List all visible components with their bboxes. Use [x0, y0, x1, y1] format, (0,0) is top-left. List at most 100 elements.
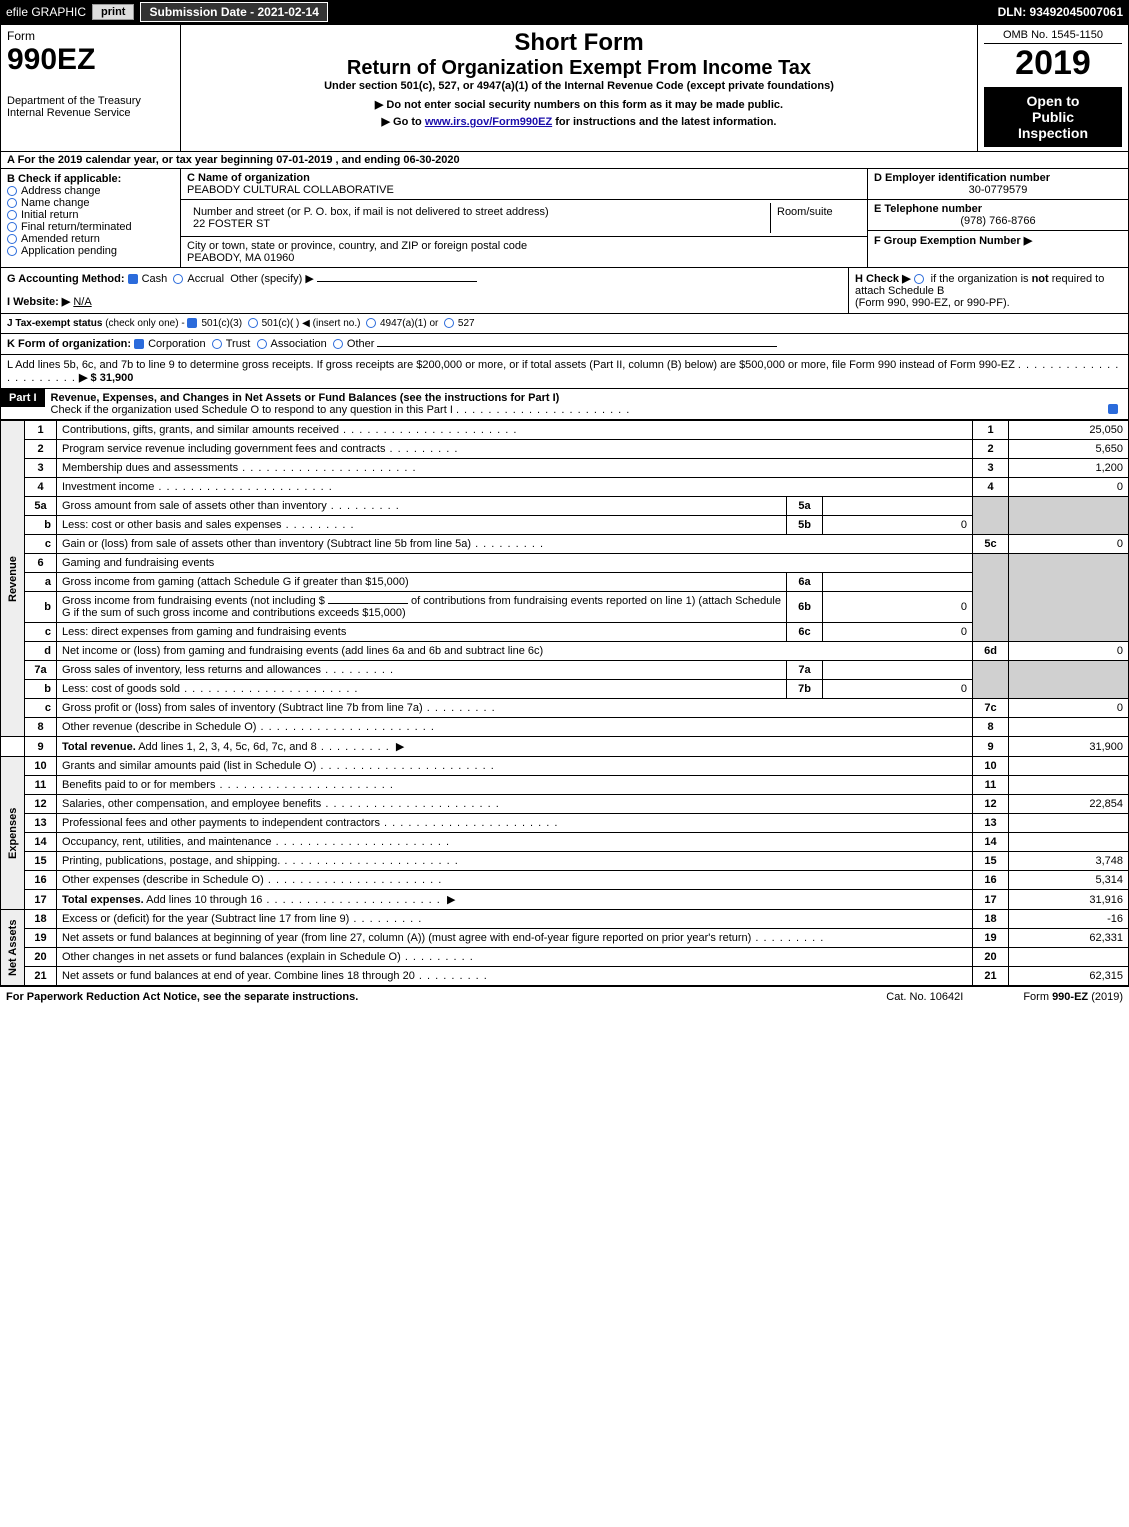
checkbox-schedule-o-part1[interactable]	[1108, 404, 1118, 414]
line-5a-desc: Gross amount from sale of assets other t…	[62, 500, 327, 512]
irs-label: Internal Revenue Service	[7, 107, 174, 119]
row-j-tax-exempt: J Tax-exempt status (check only one) - 5…	[0, 314, 1129, 334]
checkbox-trust[interactable]	[212, 339, 222, 349]
checkbox-amended-return[interactable]	[7, 234, 17, 244]
line-9-num: 9	[25, 737, 57, 757]
line-19-desc: Net assets or fund balances at beginning…	[62, 932, 751, 944]
city-label: City or town, state or province, country…	[187, 240, 861, 252]
checkbox-501c[interactable]	[248, 318, 258, 328]
row-h-schedule-b: H Check ▶ if the organization is not req…	[848, 268, 1128, 313]
line-21-num: 21	[25, 967, 57, 986]
line-11-value	[1009, 776, 1129, 795]
line-6d-num: d	[25, 642, 57, 661]
line-12-value: 22,854	[1009, 795, 1129, 814]
checkbox-corporation[interactable]	[134, 339, 144, 349]
l-amount: ▶ $ 31,900	[79, 372, 133, 384]
line-21-value: 62,315	[1009, 967, 1129, 986]
label-accrual: Accrual	[187, 273, 224, 285]
line-4-colnum: 4	[973, 478, 1009, 497]
line-7c-num: c	[25, 699, 57, 718]
line-2-colnum: 2	[973, 440, 1009, 459]
line-10-desc: Grants and similar amounts paid (list in…	[62, 760, 316, 772]
col-c-org-info: C Name of organization PEABODY CULTURAL …	[181, 169, 868, 267]
line-16-desc: Other expenses (describe in Schedule O)	[62, 874, 264, 886]
checkbox-final-return[interactable]	[7, 222, 17, 232]
checkbox-association[interactable]	[257, 339, 267, 349]
line-19-value: 62,331	[1009, 929, 1129, 948]
line-5c-value: 0	[1009, 535, 1129, 554]
print-button[interactable]: print	[92, 4, 134, 20]
line-13-desc: Professional fees and other payments to …	[62, 817, 380, 829]
label-501c3: 501(c)(3)	[201, 318, 242, 329]
line-14-colnum: 14	[973, 833, 1009, 852]
line-6-num: 6	[25, 554, 57, 573]
line-4-num: 4	[25, 478, 57, 497]
group-exemption-label: F Group Exemption Number ▶	[874, 234, 1122, 247]
form-word: Form	[7, 29, 174, 43]
irs-link[interactable]: www.irs.gov/Form990EZ	[425, 116, 552, 128]
label-final-return: Final return/terminated	[21, 221, 132, 233]
checkbox-cash[interactable]	[128, 274, 138, 284]
label-address-change: Address change	[21, 185, 101, 197]
checkbox-other-org[interactable]	[333, 339, 343, 349]
line-6d-colnum: 6d	[973, 642, 1009, 661]
line-13-colnum: 13	[973, 814, 1009, 833]
line-6a-desc: Gross income from gaming (attach Schedul…	[62, 576, 409, 588]
checkbox-name-change[interactable]	[7, 198, 17, 208]
city-value: PEABODY, MA 01960	[187, 252, 861, 264]
line-10-value	[1009, 757, 1129, 776]
line-20-num: 20	[25, 948, 57, 967]
line-11-num: 11	[25, 776, 57, 795]
j-label: J Tax-exempt status	[7, 318, 102, 329]
efile-label: efile GRAPHIC	[6, 5, 86, 19]
checkbox-501c3[interactable]	[187, 318, 197, 328]
tel-value: (978) 766-8766	[874, 215, 1122, 227]
line-5b-num: b	[25, 516, 57, 535]
line-7c-colnum: 7c	[973, 699, 1009, 718]
line-12-num: 12	[25, 795, 57, 814]
tel-label: E Telephone number	[874, 203, 1122, 215]
line-19-colnum: 19	[973, 929, 1009, 948]
line-14-num: 14	[25, 833, 57, 852]
line-10-colnum: 10	[973, 757, 1009, 776]
website-label: I Website: ▶	[7, 296, 70, 308]
line-9-colnum: 9	[973, 737, 1009, 757]
line-14-value	[1009, 833, 1129, 852]
line-16-colnum: 16	[973, 871, 1009, 890]
dln-label: DLN: 93492045007061	[998, 5, 1123, 19]
row-k-form-of-org: K Form of organization: Corporation Trus…	[0, 334, 1129, 355]
line-9-desc: Total revenue.	[62, 741, 136, 753]
line-16-num: 16	[25, 871, 57, 890]
line-2-value: 5,650	[1009, 440, 1129, 459]
checkbox-initial-return[interactable]	[7, 210, 17, 220]
line-5c-num: c	[25, 535, 57, 554]
line-1-colnum: 1	[973, 421, 1009, 440]
label-trust: Trust	[226, 338, 251, 350]
line-6a-num: a	[25, 573, 57, 592]
footer-pra: For Paperwork Reduction Act Notice, see …	[6, 991, 886, 1003]
line-7c-value: 0	[1009, 699, 1129, 718]
line-8-num: 8	[25, 718, 57, 737]
checkbox-application-pending[interactable]	[7, 246, 17, 256]
checkbox-4947a1[interactable]	[366, 318, 376, 328]
line-6c-minilabel: 6c	[787, 623, 823, 642]
checkbox-527[interactable]	[444, 318, 454, 328]
line-21-colnum: 21	[973, 967, 1009, 986]
label-amended-return: Amended return	[21, 233, 100, 245]
line-6b-minilabel: 6b	[787, 592, 823, 623]
line-6c-desc: Less: direct expenses from gaming and fu…	[62, 626, 346, 638]
line-5b-desc: Less: cost or other basis and sales expe…	[62, 519, 282, 531]
line-20-desc: Other changes in net assets or fund bala…	[62, 951, 401, 963]
line-6a-minilabel: 6a	[787, 573, 823, 592]
label-corporation: Corporation	[148, 338, 205, 350]
checkbox-schedule-b[interactable]	[914, 274, 924, 284]
line-3-colnum: 3	[973, 459, 1009, 478]
open-line-3: Inspection	[988, 125, 1118, 141]
line-18-desc: Excess or (deficit) for the year (Subtra…	[62, 913, 349, 925]
label-other-org: Other	[347, 338, 375, 350]
side-label-net-assets: Net Assets	[1, 910, 25, 986]
line-7a-num: 7a	[25, 661, 57, 680]
checkbox-accrual[interactable]	[173, 274, 183, 284]
row-a-tax-year: A For the 2019 calendar year, or tax yea…	[0, 152, 1129, 169]
checkbox-address-change[interactable]	[7, 186, 17, 196]
